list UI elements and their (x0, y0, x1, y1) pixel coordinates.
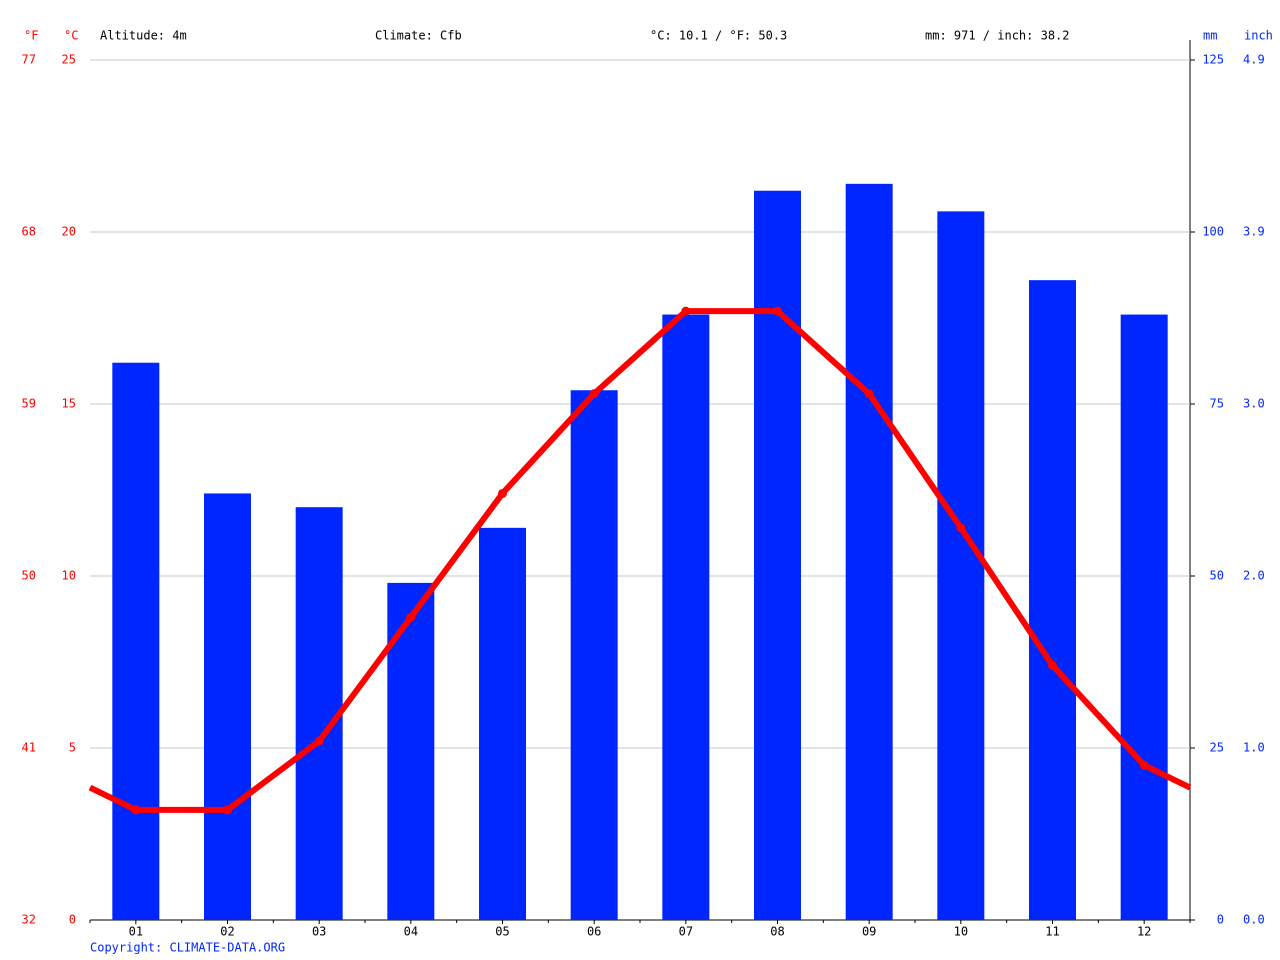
temperature-point (314, 736, 324, 746)
mm-tick-label: 100 (1202, 225, 1224, 239)
temperature-line (135, 308, 1147, 813)
bar (1120, 314, 1168, 920)
mm-tick-label: 25 (1210, 741, 1224, 755)
bar (112, 362, 160, 921)
x-tick-label: 11 (1045, 925, 1059, 939)
c-unit: °C (64, 29, 78, 43)
inch-unit: inch (1244, 29, 1273, 43)
c-tick-label: 20 (62, 225, 76, 239)
f-tick-label: 50 (22, 569, 36, 583)
temperature-point (406, 612, 416, 622)
temperature-point (589, 389, 599, 399)
temperature-point (131, 805, 141, 815)
bar (1029, 280, 1076, 920)
x-tick-label: 02 (220, 925, 234, 939)
altitude: Altitude: 4m (100, 29, 187, 43)
x-tick-label: 09 (862, 925, 876, 939)
temperature-point (223, 805, 232, 815)
inch-tick-label: 1.0 (1243, 741, 1265, 755)
f-tick-label: 59 (22, 397, 36, 411)
x-tick-label: 08 (770, 925, 784, 939)
bar (204, 493, 251, 920)
mm-tick-label: 125 (1202, 53, 1224, 67)
temperature-summary: °C: 10.1 / °F: 50.3 (650, 29, 787, 43)
x-tick-label: 12 (1137, 925, 1151, 939)
bar (662, 314, 710, 920)
bar (295, 507, 343, 920)
f-unit: °F (24, 29, 38, 43)
bar (845, 183, 893, 921)
x-tick-label: 01 (129, 925, 143, 939)
x-tick-label: 06 (587, 925, 601, 939)
bar (570, 390, 618, 920)
bar (754, 190, 801, 921)
x-tick-label: 03 (312, 925, 326, 939)
inch-tick-label: 0.0 (1243, 913, 1265, 927)
temperature-point (681, 306, 691, 316)
mm-tick-label: 50 (1210, 569, 1224, 583)
temperature-point (956, 523, 966, 533)
f-tick-label: 77 (22, 53, 36, 67)
mm-unit: mm (1203, 29, 1217, 43)
temperature-point (498, 488, 507, 498)
c-tick-label: 0 (69, 913, 76, 927)
x-tick-label: 05 (495, 925, 509, 939)
line-wrap (88, 762, 1192, 813)
x-tick-label: 10 (954, 925, 968, 939)
precipitation-summary: mm: 971 / inch: 38.2 (925, 29, 1070, 43)
bar (479, 527, 526, 920)
inch-tick-label: 2.0 (1243, 569, 1265, 583)
temperature-point (1139, 760, 1149, 770)
inch-tick-label: 3.0 (1243, 397, 1265, 411)
mm-tick-label: 0 (1217, 913, 1224, 927)
inch-tick-label: 4.9 (1243, 53, 1265, 67)
bar (387, 582, 435, 920)
temperature-point (773, 306, 782, 316)
f-tick-label: 41 (22, 741, 36, 755)
temperature-point (1048, 660, 1057, 670)
inch-tick-label: 3.9 (1243, 225, 1265, 239)
temperature-point (864, 389, 874, 399)
c-tick-label: 10 (62, 569, 76, 583)
f-tick-label: 68 (22, 225, 36, 239)
copyright: Copyright: CLIMATE-DATA.ORG (90, 941, 285, 955)
c-tick-label: 25 (62, 53, 76, 67)
mm-tick-label: 75 (1210, 397, 1224, 411)
climate: Climate: Cfb (375, 29, 462, 43)
c-tick-label: 5 (69, 741, 76, 755)
x-tick-label: 04 (404, 925, 418, 939)
f-tick-label: 32 (22, 913, 36, 927)
bar (937, 211, 985, 921)
x-tick-label: 07 (679, 925, 693, 939)
c-tick-label: 15 (62, 397, 76, 411)
